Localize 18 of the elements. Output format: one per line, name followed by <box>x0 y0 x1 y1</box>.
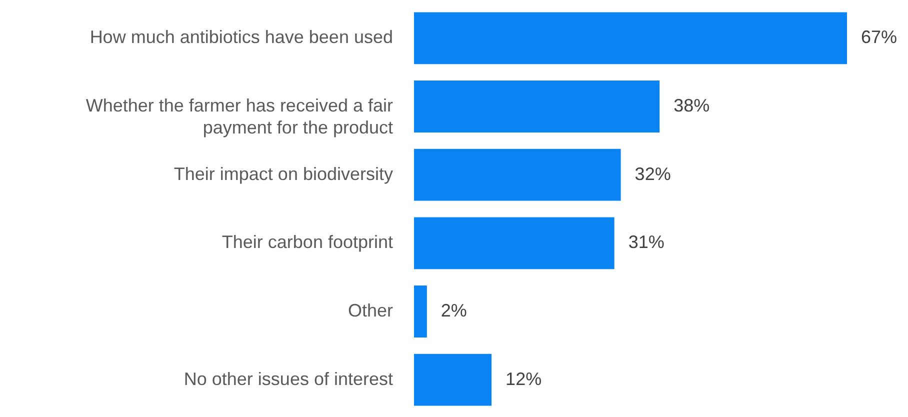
bar <box>414 148 621 201</box>
y-tick-label: Other <box>348 300 393 320</box>
y-tick-label: No other issues of interest <box>184 368 393 389</box>
y-tick-label: Their carbon footprint <box>222 232 393 252</box>
y-tick-label: Their impact on biodiversity <box>174 164 393 184</box>
data-label: 67% <box>861 27 898 48</box>
bar <box>414 12 847 64</box>
data-label: 31% <box>628 232 664 252</box>
y-tick-label: How much antibiotics have been used <box>90 27 393 48</box>
bar <box>414 217 614 270</box>
data-label: 38% <box>674 96 710 116</box>
data-label: 32% <box>634 164 671 184</box>
bar <box>414 286 427 338</box>
data-label: 2% <box>440 300 467 320</box>
bar <box>414 354 492 406</box>
y-tick-label: Whether the farmer has received a fair payment for the product <box>86 96 393 138</box>
data-label: 12% <box>506 368 542 389</box>
bar <box>414 80 660 132</box>
